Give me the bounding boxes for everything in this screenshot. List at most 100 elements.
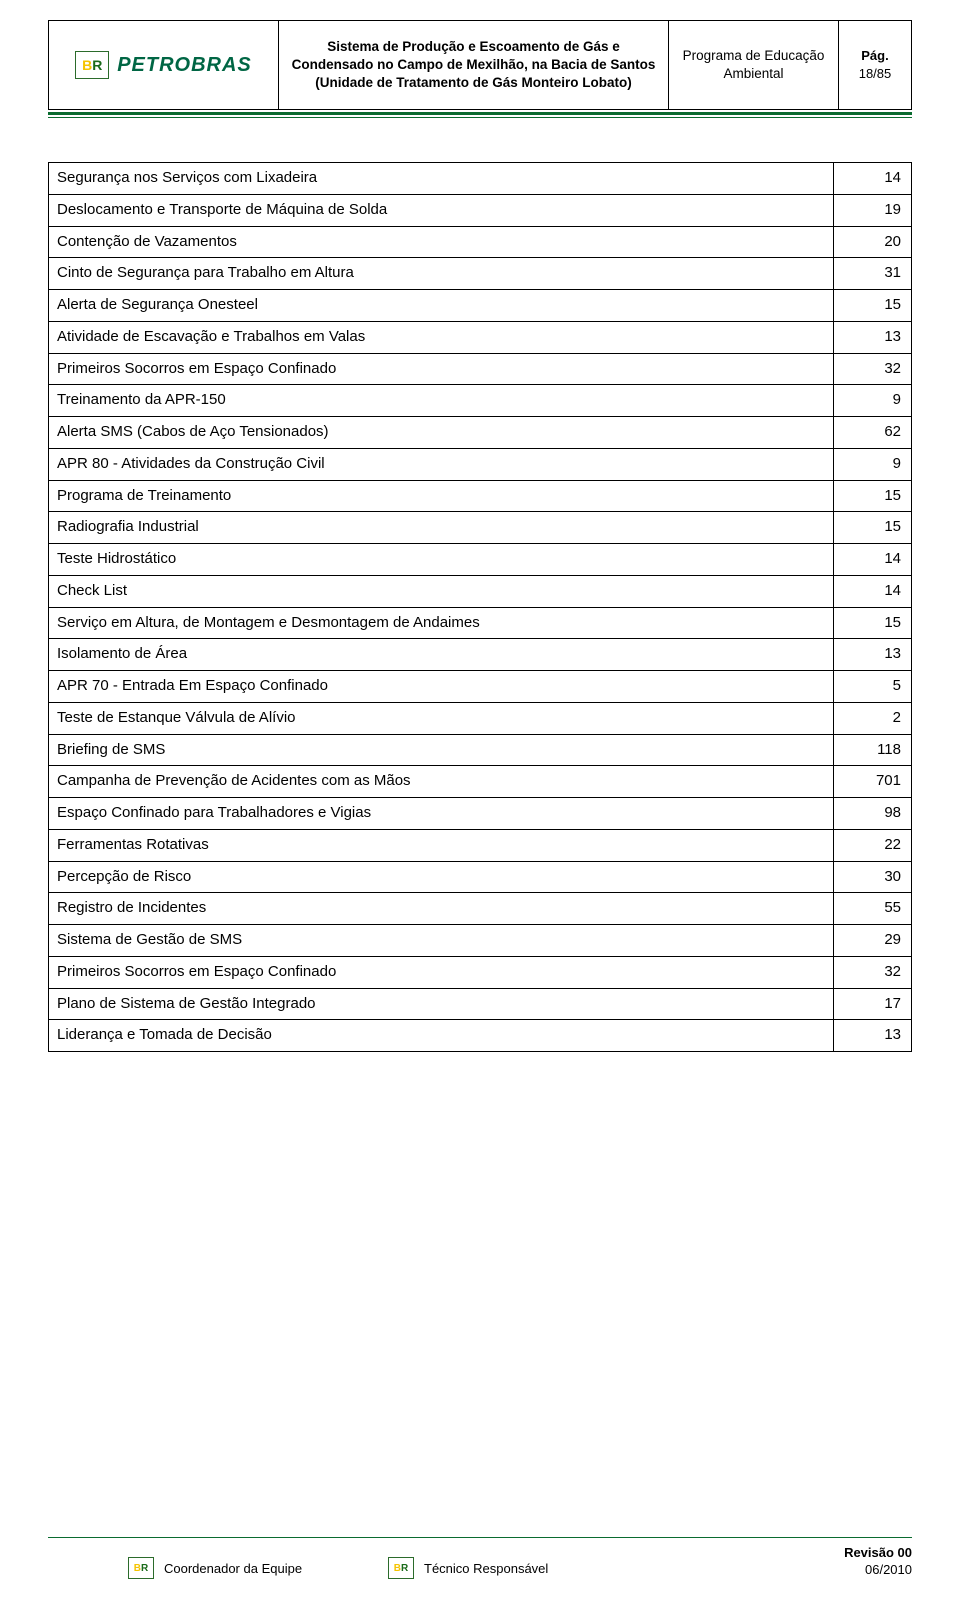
page-number-cell: Pág. 18/85 xyxy=(839,21,911,109)
row-label: Contenção de Vazamentos xyxy=(49,226,834,258)
footer-rule xyxy=(48,1537,912,1539)
table-row: Teste de Estanque Válvula de Alívio2 xyxy=(49,702,912,734)
row-label: Cinto de Segurança para Trabalho em Altu… xyxy=(49,258,834,290)
table-row: Deslocamento e Transporte de Máquina de … xyxy=(49,194,912,226)
header-logo-cell: BR PETROBRAS xyxy=(49,21,279,109)
row-label: Serviço em Altura, de Montagem e Desmont… xyxy=(49,607,834,639)
table-row: Programa de Treinamento15 xyxy=(49,480,912,512)
table-row: Liderança e Tomada de Decisão13 xyxy=(49,1020,912,1052)
table-row: Cinto de Segurança para Trabalho em Altu… xyxy=(49,258,912,290)
table-row: Briefing de SMS118 xyxy=(49,734,912,766)
table-row: Isolamento de Área13 xyxy=(49,639,912,671)
row-value: 2 xyxy=(834,702,912,734)
row-value: 30 xyxy=(834,861,912,893)
row-label: Radiografia Industrial xyxy=(49,512,834,544)
row-value: 20 xyxy=(834,226,912,258)
table-row: Teste Hidrostático14 xyxy=(49,544,912,576)
row-label: Segurança nos Serviços com Lixadeira xyxy=(49,163,834,195)
row-value: 15 xyxy=(834,290,912,322)
logo-mark-icon: BR xyxy=(388,1557,414,1579)
row-value: 14 xyxy=(834,575,912,607)
content-area: Segurança nos Serviços com Lixadeira14De… xyxy=(48,162,912,1052)
row-value: 13 xyxy=(834,639,912,671)
table-row: Primeiros Socorros em Espaço Confinado32 xyxy=(49,956,912,988)
footer-technician-block: BR Técnico Responsável xyxy=(388,1557,728,1579)
table-row: Sistema de Gestão de SMS29 xyxy=(49,925,912,957)
row-label: Atividade de Escavação e Trabalhos em Va… xyxy=(49,321,834,353)
row-label: Sistema de Gestão de SMS xyxy=(49,925,834,957)
table-row: Treinamento da APR-1509 xyxy=(49,385,912,417)
table-row: Alerta de Segurança Onesteel15 xyxy=(49,290,912,322)
row-label: Espaço Confinado para Trabalhadores e Vi… xyxy=(49,798,834,830)
table-row: Espaço Confinado para Trabalhadores e Vi… xyxy=(49,798,912,830)
program-name: Programa de Educação Ambiental xyxy=(669,21,839,109)
footer-row: BR Coordenador da Equipe BR Técnico Resp… xyxy=(48,1545,912,1579)
row-value: 55 xyxy=(834,893,912,925)
footer-coordinator-block: BR Coordenador da Equipe xyxy=(48,1557,388,1579)
table-row: Ferramentas Rotativas22 xyxy=(49,829,912,861)
row-value: 5 xyxy=(834,671,912,703)
technician-label: Técnico Responsável xyxy=(424,1561,548,1576)
row-value: 29 xyxy=(834,925,912,957)
row-label: Treinamento da APR-150 xyxy=(49,385,834,417)
training-table: Segurança nos Serviços com Lixadeira14De… xyxy=(48,162,912,1052)
table-row: Contenção de Vazamentos20 xyxy=(49,226,912,258)
header-box: BR PETROBRAS Sistema de Produção e Escoa… xyxy=(48,20,912,110)
document-title: Sistema de Produção e Escoamento de Gás … xyxy=(279,21,669,109)
row-label: Isolamento de Área xyxy=(49,639,834,671)
page: BR PETROBRAS Sistema de Produção e Escoa… xyxy=(0,0,960,1599)
row-label: Percepção de Risco xyxy=(49,861,834,893)
row-label: Check List xyxy=(49,575,834,607)
revision-date: 06/2010 xyxy=(844,1562,912,1579)
row-label: Alerta SMS (Cabos de Aço Tensionados) xyxy=(49,417,834,449)
row-value: 15 xyxy=(834,607,912,639)
row-value: 32 xyxy=(834,956,912,988)
row-label: Ferramentas Rotativas xyxy=(49,829,834,861)
row-label: Programa de Treinamento xyxy=(49,480,834,512)
row-label: Campanha de Prevenção de Acidentes com a… xyxy=(49,766,834,798)
row-value: 13 xyxy=(834,321,912,353)
table-row: Primeiros Socorros em Espaço Confinado32 xyxy=(49,353,912,385)
company-name: PETROBRAS xyxy=(117,54,252,77)
row-value: 14 xyxy=(834,544,912,576)
table-row: APR 80 - Atividades da Construção Civil9 xyxy=(49,448,912,480)
row-label: Teste de Estanque Válvula de Alívio xyxy=(49,702,834,734)
row-value: 9 xyxy=(834,385,912,417)
row-value: 98 xyxy=(834,798,912,830)
row-value: 15 xyxy=(834,512,912,544)
footer-revision-block: Revisão 00 06/2010 xyxy=(844,1545,912,1579)
row-value: 15 xyxy=(834,480,912,512)
row-label: Briefing de SMS xyxy=(49,734,834,766)
row-label: Plano de Sistema de Gestão Integrado xyxy=(49,988,834,1020)
row-value: 9 xyxy=(834,448,912,480)
row-value: 31 xyxy=(834,258,912,290)
table-row: Serviço em Altura, de Montagem e Desmont… xyxy=(49,607,912,639)
row-value: 62 xyxy=(834,417,912,449)
table-row: Atividade de Escavação e Trabalhos em Va… xyxy=(49,321,912,353)
row-value: 19 xyxy=(834,194,912,226)
header-rule xyxy=(48,112,912,118)
page-label: Pág. xyxy=(861,47,888,65)
table-row: Segurança nos Serviços com Lixadeira14 xyxy=(49,163,912,195)
row-label: Alerta de Segurança Onesteel xyxy=(49,290,834,322)
row-value: 13 xyxy=(834,1020,912,1052)
row-value: 32 xyxy=(834,353,912,385)
row-label: Registro de Incidentes xyxy=(49,893,834,925)
row-label: Primeiros Socorros em Espaço Confinado xyxy=(49,353,834,385)
row-label: APR 80 - Atividades da Construção Civil xyxy=(49,448,834,480)
row-value: 14 xyxy=(834,163,912,195)
row-value: 22 xyxy=(834,829,912,861)
company-logo: BR PETROBRAS xyxy=(75,51,252,79)
row-label: APR 70 - Entrada Em Espaço Confinado xyxy=(49,671,834,703)
row-label: Teste Hidrostático xyxy=(49,544,834,576)
table-row: Plano de Sistema de Gestão Integrado17 xyxy=(49,988,912,1020)
row-value: 118 xyxy=(834,734,912,766)
table-row: APR 70 - Entrada Em Espaço Confinado5 xyxy=(49,671,912,703)
table-row: Percepção de Risco30 xyxy=(49,861,912,893)
page-value: 18/85 xyxy=(859,65,892,83)
table-row: Registro de Incidentes55 xyxy=(49,893,912,925)
row-value: 17 xyxy=(834,988,912,1020)
row-label: Deslocamento e Transporte de Máquina de … xyxy=(49,194,834,226)
coordinator-label: Coordenador da Equipe xyxy=(164,1561,302,1576)
revision-label: Revisão 00 xyxy=(844,1545,912,1562)
